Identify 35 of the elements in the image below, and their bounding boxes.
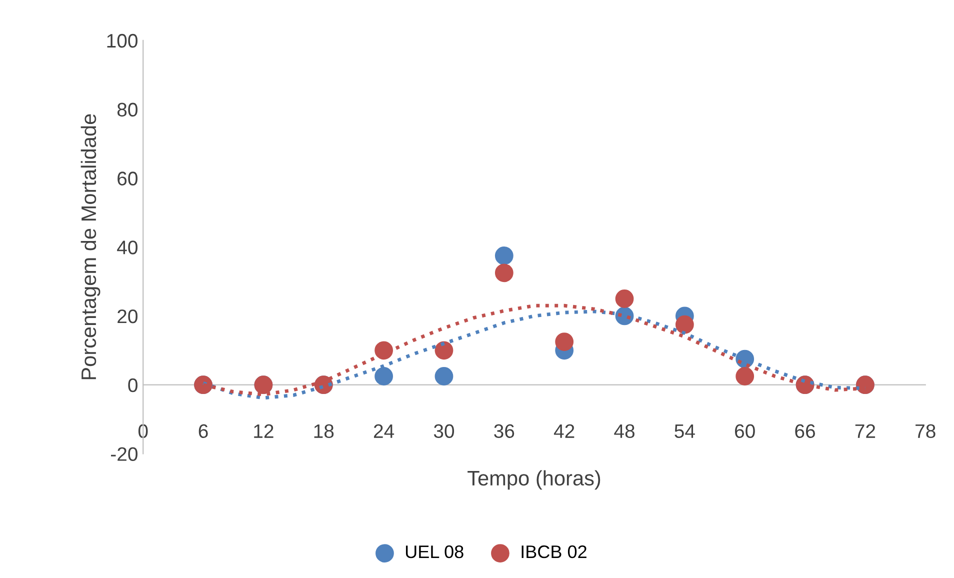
- x-tick-label: 66: [795, 424, 815, 438]
- x-tick-label: 30: [434, 424, 454, 438]
- x-tick-label: 54: [674, 424, 695, 438]
- y-tick-label: 100: [107, 34, 138, 48]
- point: [494, 264, 514, 282]
- x-tick-label: 48: [614, 424, 634, 438]
- y-tick-label: 80: [117, 102, 138, 117]
- y-tick-label: 20: [118, 309, 138, 324]
- legend-label: UEL 08: [406, 545, 464, 558]
- x-tick-label: 12: [254, 424, 274, 438]
- x-tick-label: 6: [198, 424, 208, 438]
- x-tick-label: 72: [855, 424, 876, 438]
- point: [494, 246, 514, 265]
- x-tick-label: 18: [314, 424, 334, 438]
- legend-label: IBCB 02: [522, 545, 586, 558]
- x-tick-label: 24: [374, 424, 394, 438]
- x-tick-label: 42: [554, 424, 574, 438]
- point: [615, 290, 634, 308]
- y-tick-label: 40: [117, 240, 138, 254]
- y-tick-label: -20: [111, 447, 138, 461]
- point: [555, 332, 574, 352]
- point: [675, 315, 694, 334]
- point: [434, 367, 454, 386]
- x-tick-label: 78: [916, 424, 936, 438]
- point: [374, 341, 393, 360]
- x-tick-label: 36: [494, 424, 514, 438]
- x-axis-title: Tempo (horas): [468, 470, 600, 490]
- point: [736, 367, 754, 386]
- y-tick-label: 0: [128, 378, 138, 392]
- x-tick-label: 60: [735, 424, 755, 438]
- x-tick-label: 0: [138, 424, 148, 438]
- point: [374, 367, 393, 386]
- point: [434, 341, 454, 360]
- y-tick-label: 60: [118, 172, 138, 186]
- y-axis-title: Porcentagem de Mortalidade: [80, 114, 100, 380]
